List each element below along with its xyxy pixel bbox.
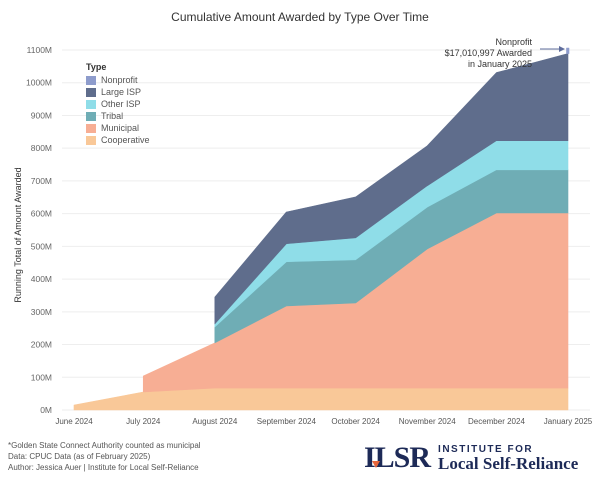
y-tick-label: 200M: [31, 340, 52, 350]
legend-item: Other ISP: [86, 98, 150, 110]
y-tick-label: 700M: [31, 176, 52, 186]
x-tick-label: August 2024: [192, 417, 237, 426]
logo-line2: Local Self-Reliance: [438, 453, 579, 473]
legend-swatch: [86, 135, 96, 145]
y-tick-label: 0M: [40, 405, 52, 415]
y-axis-label: Running Total of Amount Awarded: [13, 167, 23, 303]
annotation-arrowhead-icon: [559, 46, 565, 53]
annotation-line: $17,010,997 Awarded: [444, 48, 532, 58]
y-tick-label: 100M: [31, 372, 52, 382]
y-tick-label: 1000M: [26, 78, 52, 88]
legend-item: Cooperative: [86, 134, 150, 146]
legend-label: Other ISP: [101, 99, 141, 109]
data-source: Data: CPUC Data (as of February 2025): [8, 452, 151, 461]
legend-swatch: [86, 123, 96, 133]
y-tick-label: 600M: [31, 209, 52, 219]
legend-item: Nonprofit: [86, 74, 150, 86]
legend-swatch: [86, 99, 96, 109]
footer-notes: *Golden State Connect Authority counted …: [8, 440, 201, 473]
legend-swatch: [86, 87, 96, 97]
y-tick-label: 800M: [31, 143, 52, 153]
x-tick-label: October 2024: [331, 417, 380, 426]
area-large-isp: [214, 53, 569, 325]
y-tick-label: 400M: [31, 274, 52, 284]
author-credit: Author: Jessica Auer | Institute for Loc…: [8, 463, 199, 472]
x-tick-label: November 2024: [399, 417, 456, 426]
y-tick-label: 1100M: [27, 45, 52, 55]
legend-item: Large ISP: [86, 86, 150, 98]
legend-label: Tribal: [101, 111, 124, 121]
logo-triangle-icon: [372, 461, 380, 468]
legend-swatch: [86, 75, 96, 85]
x-tick-label: January 2025: [544, 417, 593, 426]
annotation-line: Nonprofit: [495, 37, 532, 47]
logo-mark: ILSR: [364, 441, 431, 474]
legend-item: Tribal: [86, 110, 150, 122]
x-tick-label: June 2024: [55, 417, 93, 426]
footnote: *Golden State Connect Authority counted …: [8, 441, 201, 450]
legend: Type Nonprofit Large ISP Other ISP Tribal Mu…: [86, 62, 150, 146]
x-tick-label: July 2024: [126, 417, 161, 426]
y-tick-label: 300M: [31, 307, 52, 317]
legend-title: Type: [86, 62, 107, 72]
legend-swatch: [86, 111, 96, 121]
x-tick-label: December 2024: [468, 417, 525, 426]
annotation-line: in January 2025: [467, 59, 532, 69]
y-tick-label: 900M: [31, 110, 52, 120]
ilsr-logo: ILSR INSTITUTE FOR Local Self-Reliance: [364, 441, 578, 475]
area-nonprofit: [566, 47, 570, 54]
chart-title: Cumulative Amount Awarded by Type Over T…: [171, 10, 429, 24]
legend-label: Municipal: [101, 123, 140, 133]
legend-label: Nonprofit: [101, 75, 138, 85]
x-tick-label: September 2024: [257, 417, 317, 426]
legend-label: Large ISP: [101, 87, 142, 97]
logo-line1: INSTITUTE FOR: [438, 443, 534, 455]
y-tick-label: 500M: [31, 241, 52, 251]
nonprofit-annotation: Nonprofit $17,010,997 Awarded in January…: [445, 37, 532, 70]
legend-label: Cooperative: [101, 135, 150, 145]
legend-item: Municipal: [86, 122, 150, 134]
